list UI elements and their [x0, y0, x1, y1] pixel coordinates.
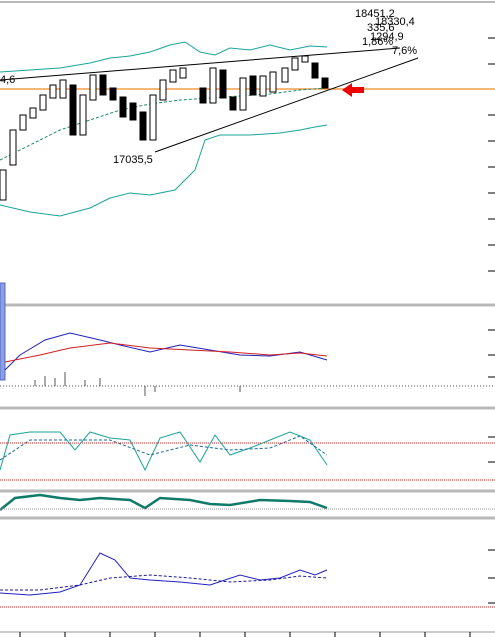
signal-line — [4, 342, 328, 363]
x-ticks — [19, 632, 471, 637]
trend-line — [0, 47, 401, 81]
upper-band — [0, 41, 328, 73]
oscillator — [0, 493, 328, 511]
annotation: 1,86% — [362, 36, 393, 48]
macd-line — [4, 332, 328, 371]
annotation: 4,6 — [0, 74, 15, 86]
scroll-tab — [0, 282, 6, 381]
indicator-line — [0, 552, 328, 596]
lower-band — [0, 124, 328, 217]
stoch-k — [0, 431, 328, 472]
annotation: 17035,5 — [113, 154, 153, 166]
middle-band — [0, 87, 328, 161]
annotation: 335,6 — [367, 22, 395, 34]
stoch-d — [0, 435, 328, 461]
histogram — [34, 372, 241, 396]
indicator-average — [0, 574, 328, 591]
annotation: 18451,2 — [355, 8, 395, 20]
annotation: 1294,9 — [370, 31, 404, 43]
trend-line — [154, 57, 419, 153]
annotation: 7,6% — [392, 45, 417, 57]
candles — [0, 55, 329, 201]
arrow — [342, 83, 364, 97]
annotation: 18330,4 — [375, 16, 415, 28]
